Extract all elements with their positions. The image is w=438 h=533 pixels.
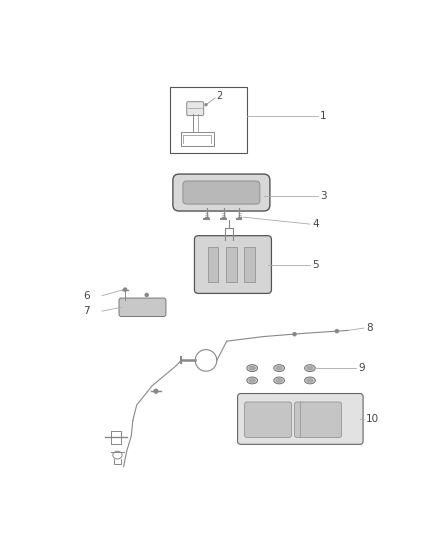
FancyBboxPatch shape [244, 402, 291, 438]
Text: 1: 1 [320, 111, 327, 122]
FancyBboxPatch shape [294, 402, 342, 438]
FancyBboxPatch shape [119, 298, 166, 317]
Ellipse shape [274, 365, 285, 372]
Bar [208, 247, 218, 282]
FancyBboxPatch shape [173, 174, 270, 211]
Circle shape [145, 294, 148, 296]
Ellipse shape [276, 366, 282, 370]
FancyBboxPatch shape [183, 181, 260, 204]
Text: 2: 2 [216, 91, 222, 101]
Text: 5: 5 [312, 260, 319, 270]
Bar [244, 247, 255, 282]
Circle shape [154, 389, 158, 393]
Bar [170, 87, 247, 152]
Circle shape [205, 104, 207, 106]
Ellipse shape [249, 366, 255, 370]
Text: 6: 6 [83, 290, 89, 301]
Circle shape [293, 333, 296, 336]
Text: 9: 9 [358, 363, 365, 373]
Ellipse shape [247, 377, 258, 384]
Text: 7: 7 [83, 306, 89, 316]
Circle shape [124, 288, 127, 291]
FancyBboxPatch shape [194, 236, 272, 294]
Ellipse shape [307, 378, 313, 382]
Circle shape [336, 329, 339, 333]
Ellipse shape [276, 378, 282, 382]
Text: 4: 4 [312, 219, 319, 229]
Ellipse shape [274, 377, 285, 384]
Text: 10: 10 [366, 414, 379, 424]
FancyBboxPatch shape [237, 393, 363, 445]
FancyBboxPatch shape [187, 102, 204, 116]
Ellipse shape [304, 377, 315, 384]
Ellipse shape [307, 366, 313, 370]
Bar [226, 247, 237, 282]
Text: 3: 3 [320, 191, 327, 200]
Text: 8: 8 [366, 323, 373, 333]
Ellipse shape [304, 365, 315, 372]
Ellipse shape [249, 378, 255, 382]
Ellipse shape [247, 365, 258, 372]
